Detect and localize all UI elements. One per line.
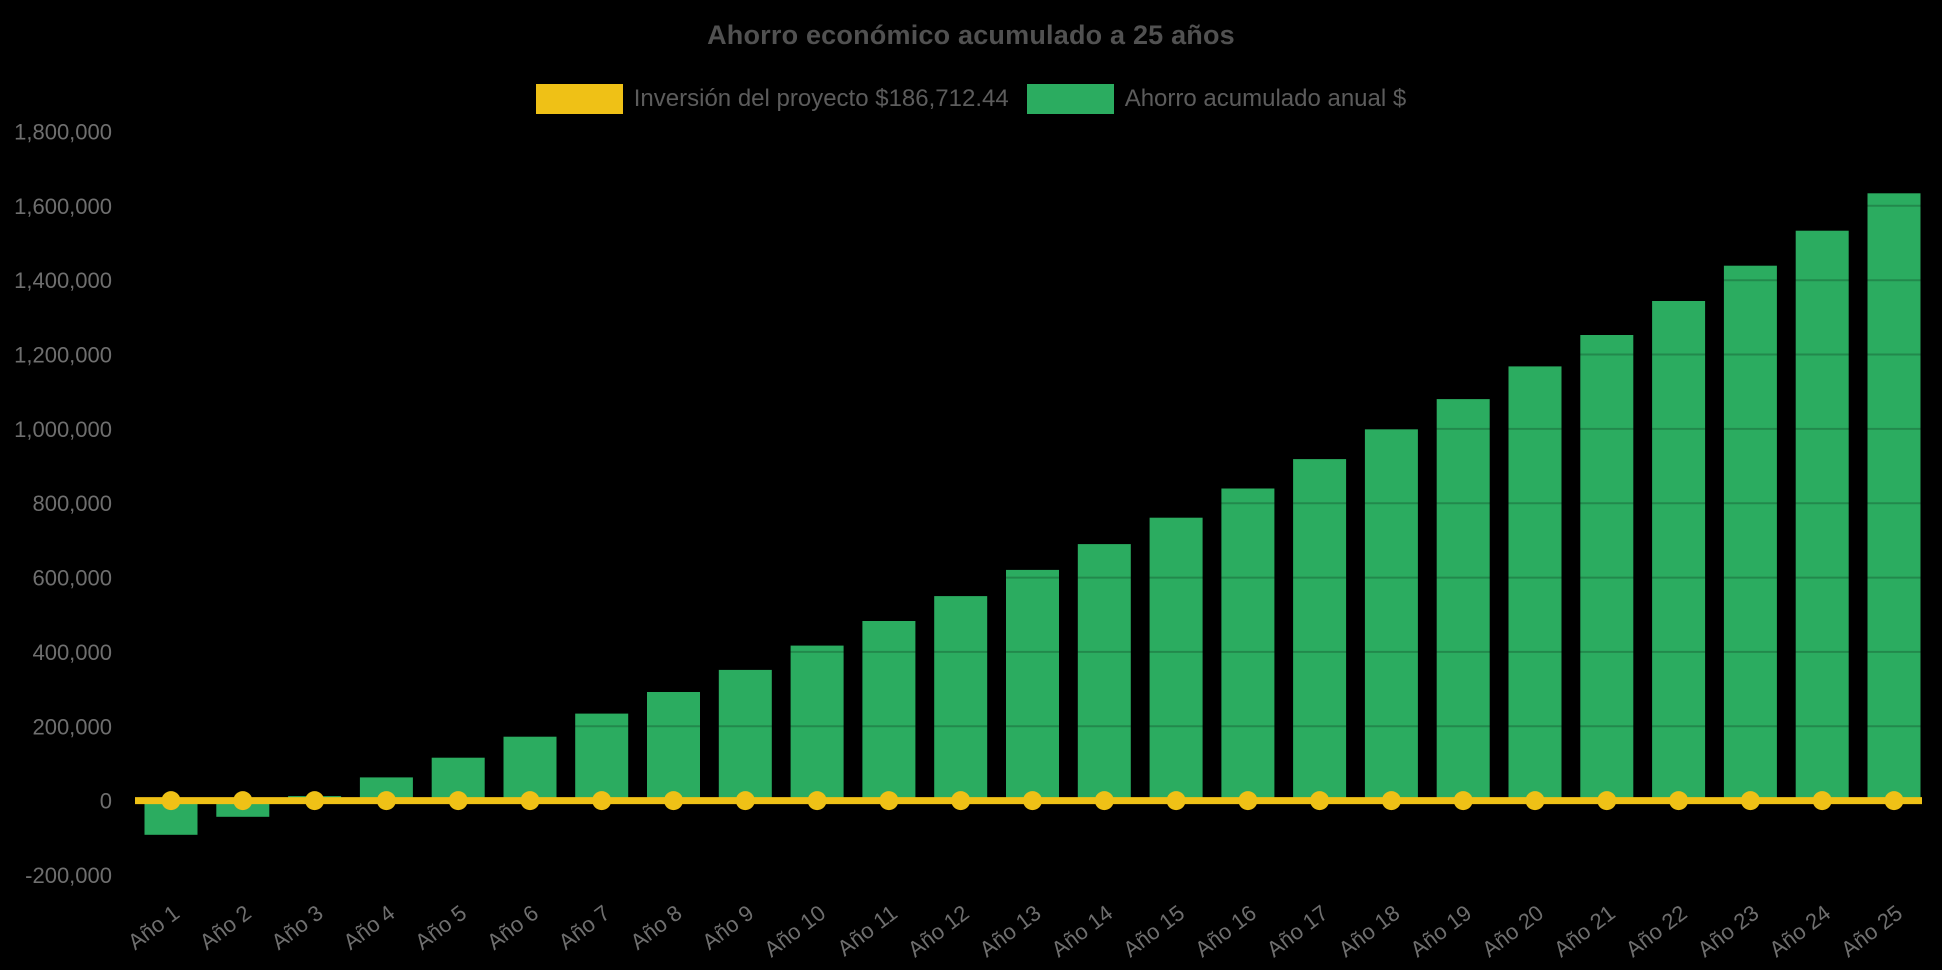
bar-año-18 [1364,429,1418,801]
x-axis-tick-label: Año 24 [1764,900,1835,962]
legend-label-inversion: Inversión del proyecto $186,712.44 [633,85,1009,112]
investment-line-marker [1669,791,1689,811]
y-axis-tick-label: 1,400,000 [14,268,112,293]
bar-año-15 [1149,517,1203,801]
x-axis-tick-label: Año 8 [626,900,687,955]
y-axis-tick-label: 200,000 [32,714,112,739]
investment-line-marker [376,791,396,811]
y-axis-tick-label: 400,000 [32,640,112,665]
bar-año-7 [575,713,629,801]
y-axis-tick-label: 1,800,000 [14,119,112,144]
x-axis-tick-label: Año 21 [1549,900,1620,962]
y-axis-tick-label: 1,200,000 [14,343,112,368]
bar-año-13 [1006,569,1059,801]
bar-año-24 [1795,230,1849,801]
investment-line-marker [735,791,755,811]
x-axis-tick-label: Año 6 [482,900,543,955]
x-axis-tick-label: Año 13 [975,900,1046,962]
bar-año-4 [359,777,413,801]
x-axis-tick-label: Año 23 [1693,900,1764,962]
x-axis-tick-label: Año 18 [1334,900,1405,962]
x-axis-tick-label: Año 14 [1047,900,1118,962]
bar-año-6 [503,736,557,801]
investment-line-marker [1740,791,1760,811]
investment-line-marker [520,791,540,811]
bar-año-10 [790,645,844,801]
y-axis-tick-label: -200,000 [25,863,112,888]
investment-line-marker [161,791,181,811]
bar-año-16 [1221,488,1275,801]
bar-año-21 [1580,335,1634,801]
x-axis-tick-label: Año 1 [123,900,184,955]
x-axis-tick-label: Año 3 [267,900,328,955]
y-axis-tick-label: 600,000 [32,566,112,591]
investment-line-marker [807,791,827,811]
x-axis-tick-label: Año 10 [759,900,830,962]
x-axis-tick-label: Año 16 [1190,900,1261,962]
x-axis-tick-label: Año 15 [1118,900,1189,962]
x-axis-tick-label: Año 7 [554,900,615,955]
y-axis-tick-label: 800,000 [32,491,112,516]
investment-line-marker [1884,791,1904,811]
investment-line-marker [1381,791,1401,811]
legend-label-ahorro: Ahorro acumulado anual $ [1124,85,1407,112]
bar-año-14 [1077,544,1131,801]
investment-line-marker [879,791,899,811]
investment-line-marker [1238,791,1258,811]
chart-legend: Inversión del proyecto $186,712.44 Ahorr… [0,84,1942,114]
investment-line-marker [448,791,468,811]
x-axis-tick-label: Año 5 [410,900,471,955]
bar-año-8 [647,692,700,801]
investment-line-marker [664,791,683,811]
investment-line-marker [1597,791,1617,811]
y-axis-tick-label: 0 [100,789,112,814]
investment-line-marker [1094,791,1114,811]
investment-line-marker [1812,791,1832,811]
legend-swatch-ahorro [1026,84,1114,114]
x-axis-tick-label: Año 25 [1836,900,1907,962]
y-axis-tick-label: 1,000,000 [14,417,112,442]
bar-año-9 [718,669,772,801]
x-axis-tick-label: Año 4 [338,900,399,955]
bar-año-12 [934,596,988,801]
investment-line-marker [233,791,253,811]
x-axis-tick-label: Año 2 [195,900,256,955]
bar-año-19 [1436,399,1490,801]
bar-año-23 [1723,265,1777,801]
investment-line-marker [951,791,971,811]
legend-item-ahorro[interactable]: Ahorro acumulado anual $ [1026,84,1407,114]
legend-item-inversion[interactable]: Inversión del proyecto $186,712.44 [535,84,1009,114]
x-axis-tick-label: Año 12 [903,900,974,962]
investment-line-marker [305,791,325,811]
bar-año-20 [1508,366,1562,801]
investment-line-marker [592,791,612,811]
x-axis-tick-label: Año 20 [1477,900,1548,962]
bar-año-17 [1293,459,1347,801]
bar-año-22 [1652,301,1706,801]
x-axis-tick-label: Año 9 [697,900,758,955]
x-axis-tick-label: Año 17 [1262,900,1333,962]
x-axis-tick-label: Año 22 [1621,900,1692,962]
investment-line-marker [1453,791,1473,811]
investment-line-marker [1310,791,1330,811]
x-axis-tick-label: Año 19 [1405,900,1476,962]
x-axis-tick-label: Año 11 [832,900,901,961]
bar-año-11 [862,621,916,801]
bar-año-25 [1867,193,1921,801]
investment-line-marker [1525,791,1545,811]
y-axis-tick-label: 1,600,000 [14,194,112,219]
legend-swatch-inversion [535,84,623,114]
investment-line-marker [1166,791,1186,811]
investment-line-marker [1023,791,1042,811]
chart-title: Ahorro económico acumulado a 25 años [707,20,1235,50]
